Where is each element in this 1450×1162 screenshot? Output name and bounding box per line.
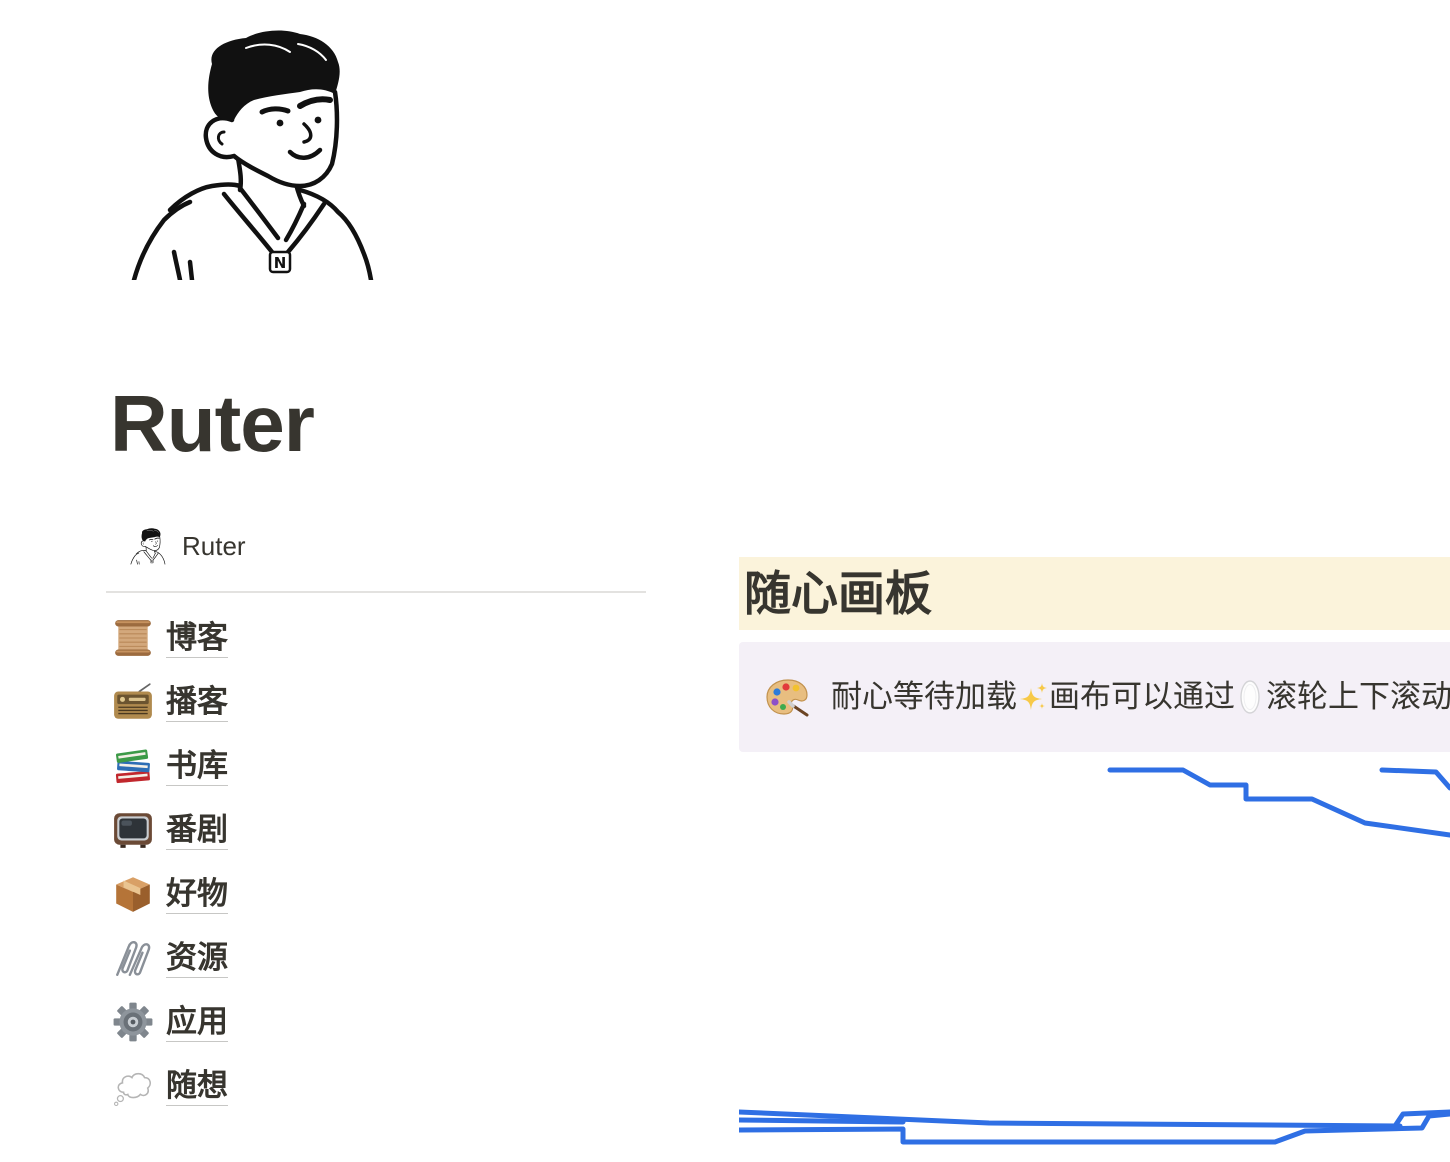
divider	[106, 591, 646, 593]
drawing-canvas-strokes	[739, 767, 1450, 1145]
sparkles-icon	[1020, 683, 1047, 710]
nav-link-anime[interactable]: 番剧	[112, 798, 512, 862]
canvas-stroke	[1379, 767, 1450, 791]
nav-list: 博客 播客 书库 番	[112, 606, 512, 1118]
canvas-stroke	[1392, 1109, 1450, 1129]
notion-logo-letter: N	[274, 254, 287, 272]
loading-callout: 耐心等待加载 画布可以通过 滚轮上下滚动	[739, 642, 1450, 752]
canvas-stroke	[739, 1109, 1403, 1129]
nav-link-podcast[interactable]: 播客	[112, 670, 512, 734]
callout-text: 耐心等待加载 画布可以通过 滚轮上下滚动	[831, 677, 1450, 717]
callout-text-part: 画布可以通过	[1049, 679, 1235, 714]
nav-link-apps[interactable]: 应用	[112, 990, 512, 1054]
package-icon	[116, 877, 150, 912]
books-icon	[115, 749, 150, 784]
nav-link-resources[interactable]: 资源	[112, 926, 512, 990]
television-icon	[114, 813, 152, 848]
radio-icon	[114, 683, 152, 719]
scroll-icon	[115, 620, 151, 656]
callout-text-part: 耐心等待加载	[831, 679, 1017, 714]
canvas-stroke	[739, 1111, 1450, 1145]
page-link-ruter[interactable]: Ruter	[130, 526, 246, 566]
page-title: Ruter	[110, 379, 315, 468]
board-heading: 随心画板	[744, 567, 932, 620]
canvas-stroke	[1107, 767, 1450, 838]
nav-link-library[interactable]: 书库	[112, 734, 512, 798]
artist-palette-icon	[766, 679, 809, 717]
drawing-canvas[interactable]	[739, 760, 1450, 1162]
computer-mouse-icon	[1240, 680, 1260, 714]
nav-label: 随想	[166, 1067, 228, 1106]
nav-label: 书库	[166, 747, 228, 786]
nav-link-goods[interactable]: 好物	[112, 862, 512, 926]
nav-label: 好物	[166, 875, 228, 914]
avatar-illustration: N	[131, 30, 374, 280]
gear-icon	[113, 1002, 153, 1042]
page-link-label: Ruter	[182, 531, 246, 561]
person-avatar-icon	[130, 527, 166, 565]
nav-link-thoughts[interactable]: 随想	[112, 1054, 512, 1118]
nav-label: 资源	[166, 939, 228, 978]
nav-label: 播客	[166, 683, 228, 722]
board-heading-block: 随心画板	[739, 557, 1450, 630]
thought-balloon-icon	[113, 1072, 151, 1107]
callout-text-part: 滚轮上下滚动	[1266, 679, 1450, 714]
paperclips-icon	[116, 941, 151, 977]
nav-link-blog[interactable]: 博客	[112, 606, 512, 670]
nav-label: 应用	[166, 1003, 228, 1042]
nav-label: 博客	[166, 619, 228, 658]
canvas-stroke	[739, 1117, 906, 1125]
nav-label: 番剧	[166, 811, 228, 850]
